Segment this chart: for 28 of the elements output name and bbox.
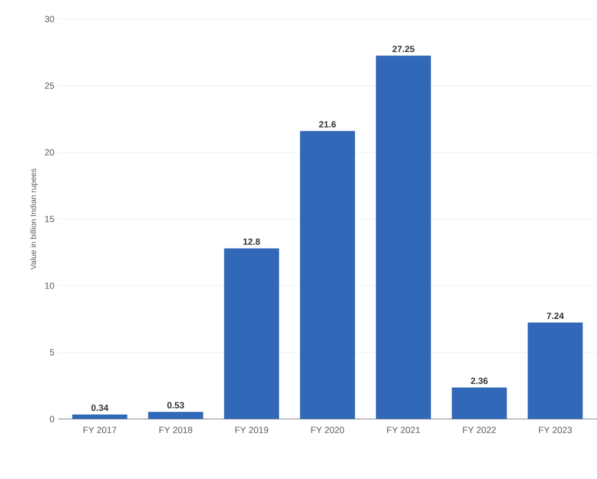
data-label: 21.6 [319, 121, 336, 128]
y-tick-label: 15 [45, 216, 54, 222]
x-tick-label: FY 2023 [539, 426, 572, 434]
bar [224, 248, 280, 419]
x-tick-label: FY 2018 [159, 426, 192, 434]
data-label: 12.8 [243, 238, 260, 245]
bar [452, 388, 507, 419]
y-tick-label: 5 [50, 349, 54, 356]
x-tick-label: FY 2022 [463, 426, 496, 434]
data-label: 2.36 [470, 378, 488, 384]
bar [376, 56, 431, 419]
data-label: 7.24 [546, 312, 564, 319]
y-tick-label: 0 [50, 416, 54, 422]
data-label: 27.25 [392, 46, 414, 52]
bar [528, 322, 583, 419]
y-tick-label: 20 [44, 149, 54, 156]
bar [72, 414, 128, 419]
data-label: 0.53 [167, 402, 184, 408]
bar [148, 412, 204, 419]
y-tick-label: 10 [45, 282, 54, 289]
bar [300, 130, 355, 419]
y-tick-label: 25 [44, 82, 54, 89]
data-label: 0.34 [91, 404, 108, 411]
x-tick-label: FY 2019 [235, 426, 268, 434]
x-tick-label: FY 2017 [84, 426, 116, 434]
x-tick-label: FY 2021 [387, 426, 420, 434]
y-tick-label: 30 [44, 16, 54, 22]
x-tick-label: FY 2020 [311, 426, 344, 434]
